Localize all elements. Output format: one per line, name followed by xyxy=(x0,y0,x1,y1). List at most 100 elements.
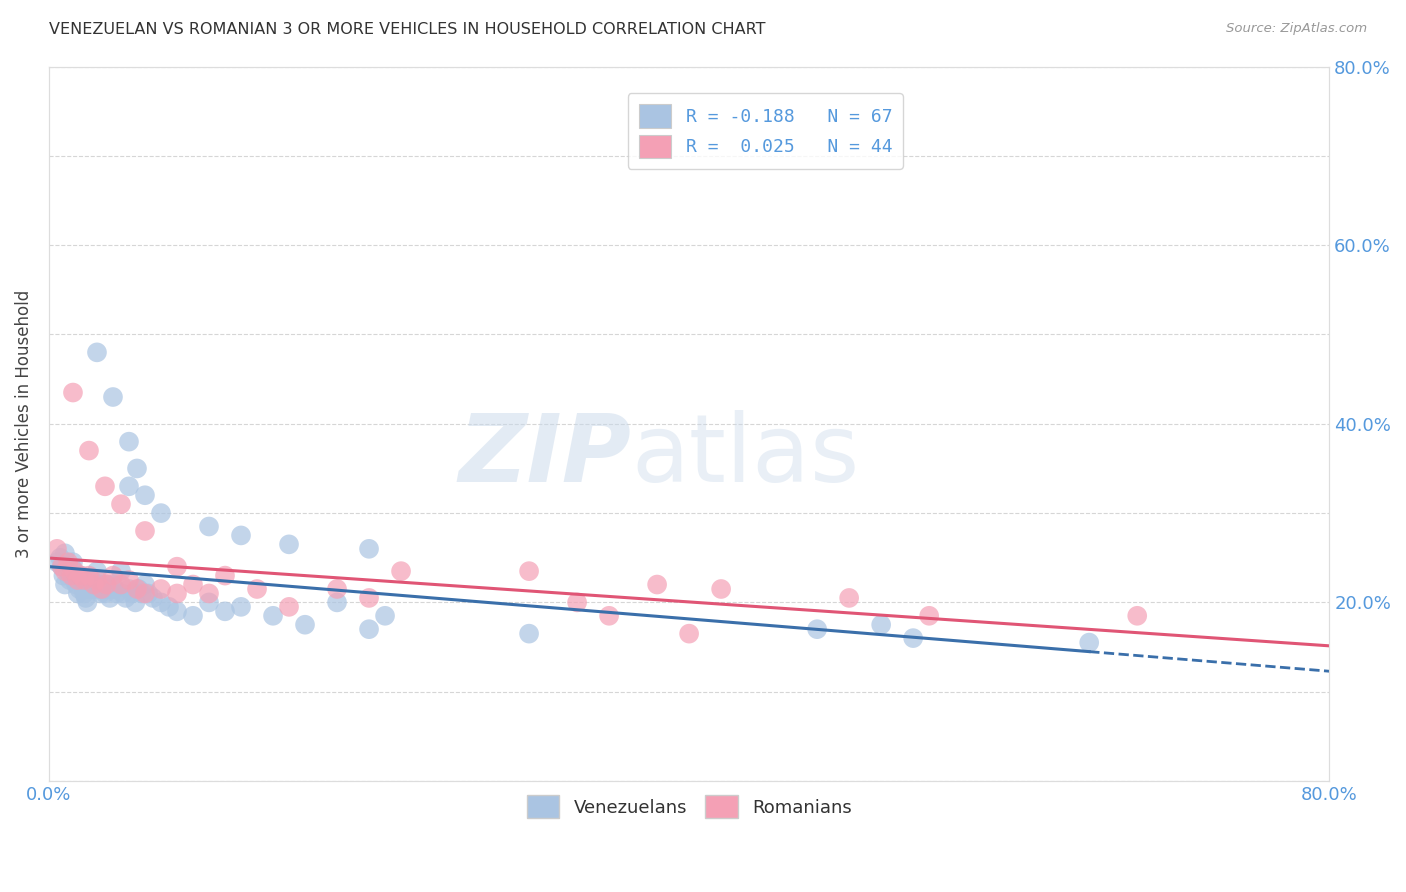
Point xyxy=(70,573,93,587)
Point xyxy=(62,385,84,400)
Point xyxy=(157,599,180,614)
Point xyxy=(870,617,893,632)
Point xyxy=(134,488,156,502)
Point xyxy=(62,555,84,569)
Point xyxy=(83,577,105,591)
Point xyxy=(389,564,412,578)
Point xyxy=(517,564,540,578)
Point xyxy=(90,582,112,596)
Point xyxy=(98,591,121,605)
Point xyxy=(125,582,148,596)
Point xyxy=(326,582,349,596)
Point xyxy=(278,599,301,614)
Point xyxy=(63,573,86,587)
Point xyxy=(166,559,188,574)
Point xyxy=(181,577,204,591)
Point xyxy=(46,541,69,556)
Point xyxy=(134,577,156,591)
Text: VENEZUELAN VS ROMANIAN 3 OR MORE VEHICLES IN HOUSEHOLD CORRELATION CHART: VENEZUELAN VS ROMANIAN 3 OR MORE VEHICLE… xyxy=(49,22,766,37)
Point xyxy=(75,591,97,605)
Legend: Venezuelans, Romanians: Venezuelans, Romanians xyxy=(519,788,859,826)
Text: Source: ZipAtlas.com: Source: ZipAtlas.com xyxy=(1226,22,1367,36)
Point xyxy=(105,586,128,600)
Point xyxy=(101,577,124,591)
Point xyxy=(806,622,828,636)
Point xyxy=(65,577,87,591)
Point xyxy=(73,573,96,587)
Point xyxy=(89,586,111,600)
Point xyxy=(598,608,620,623)
Point xyxy=(53,546,76,560)
Point xyxy=(150,595,173,609)
Point xyxy=(229,599,252,614)
Point xyxy=(278,537,301,551)
Point xyxy=(357,541,380,556)
Point xyxy=(294,617,316,632)
Point xyxy=(101,390,124,404)
Point xyxy=(72,577,94,591)
Point xyxy=(136,586,159,600)
Point xyxy=(96,577,118,591)
Point xyxy=(565,595,588,609)
Point xyxy=(70,568,93,582)
Point xyxy=(166,604,188,618)
Point xyxy=(181,608,204,623)
Point xyxy=(49,550,72,565)
Point xyxy=(710,582,733,596)
Point xyxy=(76,595,98,609)
Point xyxy=(118,582,141,596)
Point xyxy=(150,506,173,520)
Point xyxy=(357,591,380,605)
Point xyxy=(63,564,86,578)
Y-axis label: 3 or more Vehicles in Household: 3 or more Vehicles in Household xyxy=(15,290,32,558)
Point xyxy=(93,582,115,596)
Point xyxy=(60,568,83,582)
Point xyxy=(52,568,75,582)
Point xyxy=(918,608,941,623)
Point xyxy=(198,586,221,600)
Point xyxy=(51,559,73,574)
Text: atlas: atlas xyxy=(631,410,859,502)
Point xyxy=(128,582,150,596)
Point xyxy=(110,497,132,511)
Point xyxy=(142,591,165,605)
Point xyxy=(83,582,105,596)
Point xyxy=(46,555,69,569)
Point xyxy=(86,577,108,591)
Point xyxy=(87,582,110,596)
Point xyxy=(66,573,89,587)
Point xyxy=(1126,608,1149,623)
Point xyxy=(678,626,700,640)
Point xyxy=(326,595,349,609)
Point xyxy=(131,586,153,600)
Point xyxy=(90,577,112,591)
Point xyxy=(67,582,90,596)
Point xyxy=(103,582,125,596)
Point xyxy=(114,591,136,605)
Point xyxy=(198,519,221,533)
Point xyxy=(59,573,82,587)
Point xyxy=(125,461,148,475)
Point xyxy=(134,524,156,538)
Point xyxy=(82,573,104,587)
Point xyxy=(66,586,89,600)
Point xyxy=(53,564,76,578)
Point xyxy=(101,568,124,582)
Point xyxy=(70,568,93,582)
Point xyxy=(229,528,252,542)
Point xyxy=(53,577,76,591)
Point xyxy=(110,564,132,578)
Point xyxy=(96,577,118,591)
Point xyxy=(51,559,73,574)
Point xyxy=(86,564,108,578)
Point xyxy=(86,573,108,587)
Point xyxy=(214,568,236,582)
Point xyxy=(357,622,380,636)
Point xyxy=(77,568,100,582)
Point xyxy=(60,559,83,574)
Point xyxy=(262,608,284,623)
Point xyxy=(73,582,96,596)
Point xyxy=(118,434,141,449)
Point xyxy=(62,568,84,582)
Point xyxy=(56,555,79,569)
